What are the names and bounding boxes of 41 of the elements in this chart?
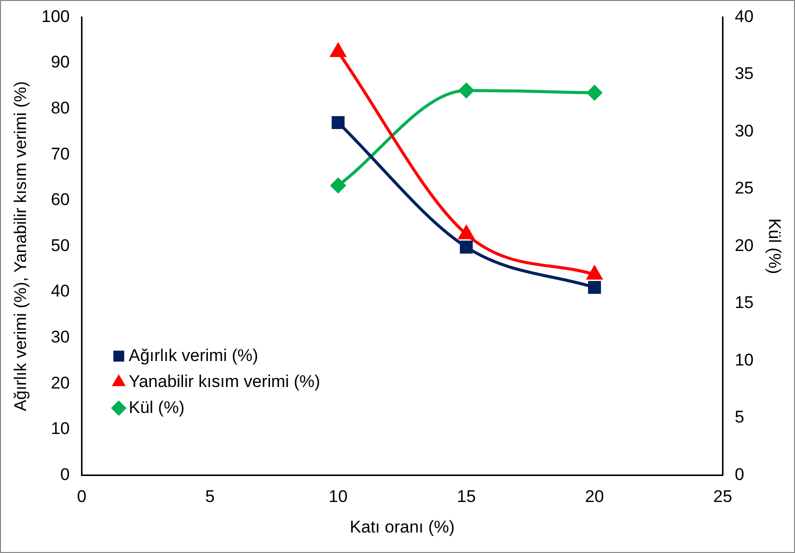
- y-tick-label: 70: [50, 144, 70, 164]
- point: [332, 116, 345, 129]
- legend-label: Yanabilir kısım verimi (%): [128, 372, 320, 391]
- y-tick-label: 50: [50, 236, 70, 255]
- y-tick-label: 10: [50, 419, 70, 438]
- y2-tick-label: 0: [734, 464, 744, 484]
- y-axis-title: Ağırlık verimi (%), Yanabilir kısım verimi (%): [10, 81, 30, 412]
- point: [330, 44, 346, 58]
- x-tick-label: 15: [456, 487, 476, 506]
- y-tick-label: 100: [41, 6, 70, 26]
- y2-tick-label: 35: [734, 64, 754, 84]
- y2-tick-label: 15: [734, 293, 754, 312]
- x-tick-label: 10: [328, 487, 348, 506]
- x-tick-label: 20: [585, 487, 604, 506]
- point: [458, 226, 474, 240]
- y-tick-label: 40: [50, 282, 70, 301]
- y-tick-label: 80: [50, 98, 70, 118]
- legend-label: Kül (%): [128, 398, 184, 417]
- y-tick-label: 90: [50, 52, 70, 72]
- x-tick-label: 0: [77, 487, 86, 506]
- y2-tick-label: 5: [734, 408, 744, 427]
- y2-tick-label: 30: [734, 121, 754, 140]
- y2-tick-label: 20: [734, 236, 754, 255]
- x-tick-label: 25: [713, 487, 732, 506]
- point: [586, 266, 602, 280]
- x-axis-title: Katı oranı (%): [350, 517, 455, 536]
- point: [460, 240, 473, 254]
- point: [458, 82, 474, 98]
- y-tick-label: 20: [50, 373, 70, 392]
- y2-tick-label: 40: [734, 6, 754, 26]
- y-tick-label: 30: [50, 327, 70, 346]
- legend-label: Ağırlık verimi (%): [128, 346, 258, 365]
- y-tick-label: 0: [60, 464, 70, 484]
- y-tick-label: 60: [50, 190, 70, 210]
- point: [587, 85, 602, 100]
- y2-tick-label: 25: [734, 178, 754, 198]
- y2-tick-label: 10: [734, 350, 754, 370]
- point: [588, 280, 601, 294]
- point: [330, 178, 346, 194]
- y2-axis-title: Kül (%): [765, 218, 784, 274]
- x-tick-label: 5: [205, 487, 215, 506]
